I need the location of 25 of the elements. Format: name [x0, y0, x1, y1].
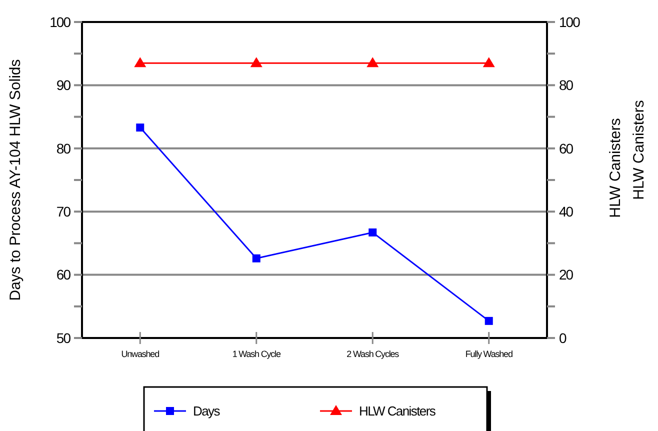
- y-tick-label: 50: [56, 330, 72, 346]
- y2-tick-label: 20: [559, 266, 574, 283]
- x-tick-label: Unwashed: [121, 349, 160, 359]
- y-tick-label: 90: [56, 77, 72, 94]
- legend-label: HLW Canisters: [359, 404, 436, 419]
- y2-tick-label: 60: [559, 140, 574, 156]
- y2-tick-label: 80: [559, 77, 574, 94]
- y2-tick-label: 40: [559, 204, 574, 220]
- y-tick-label: 70: [56, 204, 72, 220]
- y-tick-label: 60: [56, 266, 72, 283]
- y-axis-title: Days to Process AY-104 HLW Solids: [7, 59, 24, 301]
- y-tick-label: 80: [56, 140, 72, 156]
- x-tick-label: Fully Washed: [465, 349, 513, 359]
- y2-tick-label: 100: [559, 14, 581, 30]
- legend-label: Days: [193, 404, 221, 419]
- point: [368, 228, 377, 236]
- text: HLW Canisters: [630, 100, 648, 200]
- point: [252, 254, 260, 262]
- x-tick-label: 1 Wash Cycle: [232, 349, 281, 359]
- y2-axis-title: HLW Canisters: [607, 118, 624, 218]
- x-tick-label: 2 Wash Cycles: [346, 349, 400, 359]
- point: [136, 124, 144, 132]
- point: [484, 316, 493, 325]
- y2-tick-label: 0: [559, 330, 567, 346]
- y-tick-label: 100: [50, 14, 72, 30]
